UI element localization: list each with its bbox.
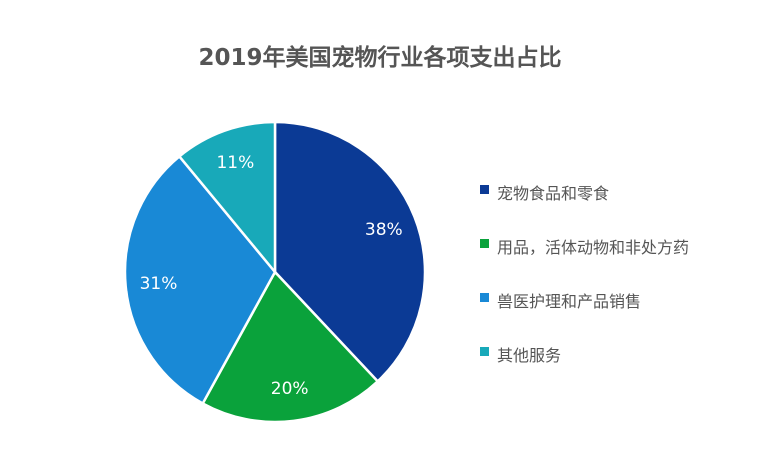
pie-slice	[273, 120, 427, 384]
legend-item: 宠物食品和零食	[480, 180, 689, 234]
pie-slice	[177, 120, 277, 276]
pie-slice	[201, 269, 380, 424]
legend-label: 兽医护理和产品销售	[497, 292, 642, 311]
legend-item: 其他服务	[480, 342, 689, 396]
data-label: 31%	[140, 274, 178, 294]
legend-label: 用品，活体动物和非处方药	[497, 238, 690, 257]
pie-slice	[123, 154, 277, 406]
legend: 宠物食品和零食 用品，活体动物和非处方药 兽医护理和产品销售 其他服务	[480, 180, 689, 396]
legend-swatch	[480, 239, 489, 248]
data-label: 20%	[271, 379, 309, 399]
legend-label: 其他服务	[497, 346, 562, 365]
legend-item: 兽医护理和产品销售	[480, 288, 689, 342]
legend-item: 用品，活体动物和非处方药	[480, 234, 689, 288]
legend-swatch	[480, 347, 489, 356]
legend-swatch	[480, 293, 489, 302]
legend-swatch	[480, 185, 489, 194]
data-label: 11%	[216, 153, 254, 173]
chart-title: 2019年美国宠物行业各项支出占比	[198, 45, 562, 71]
data-label: 38%	[365, 220, 403, 240]
legend-label: 宠物食品和零食	[497, 184, 610, 203]
